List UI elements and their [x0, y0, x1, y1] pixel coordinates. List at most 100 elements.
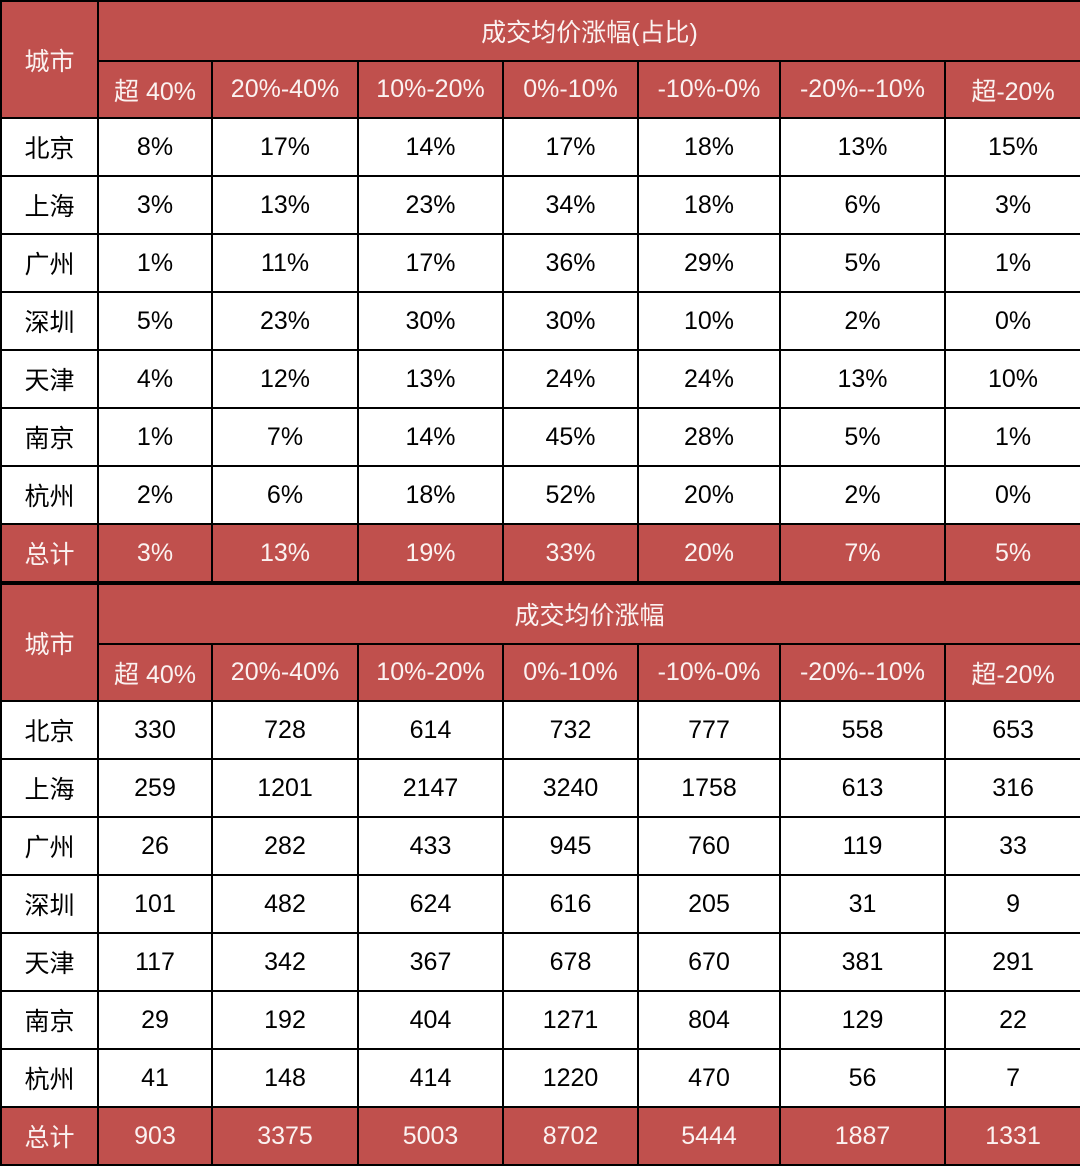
value-cell: 34% [502, 175, 639, 235]
value-cell: 1220 [502, 1048, 639, 1108]
value-cell: 7% [779, 523, 946, 583]
value-cell: 26 [97, 816, 213, 876]
table-row: 天津 4% 12% 13% 24% 24% 13% 10% [0, 349, 1080, 409]
value-cell: 8702 [502, 1106, 639, 1166]
column-header: 超-20% [943, 643, 1080, 702]
value-cell: 9 [943, 874, 1080, 934]
value-cell: 903 [97, 1106, 213, 1166]
value-cell: 24% [502, 349, 639, 409]
column-header-row: 超 40% 20%-40% 10%-20% 0%-10% -10%-0% -20%--10… [1, 643, 1080, 702]
table-row: 杭州 41 148 414 1220 470 56 7 [0, 1048, 1080, 1108]
value-cell: 5003 [357, 1106, 504, 1166]
column-header: -20%--10% [779, 643, 946, 702]
table-row: 北京 330 728 614 732 777 558 653 [0, 700, 1080, 760]
total-label: 总计 [0, 1106, 99, 1166]
value-cell: 613 [779, 758, 946, 818]
value-cell: 148 [211, 1048, 359, 1108]
table-row: 深圳 5% 23% 30% 30% 10% 2% 0% [0, 291, 1080, 351]
value-cell: 1201 [211, 758, 359, 818]
column-header: 0%-10% [502, 643, 639, 702]
value-cell: 1271 [502, 990, 639, 1050]
value-cell: 3% [97, 523, 213, 583]
table-row: 广州 1% 11% 17% 36% 29% 5% 1% [0, 233, 1080, 293]
value-cell: 5% [943, 523, 1080, 583]
value-cell: 1% [97, 233, 213, 293]
value-cell: 13% [779, 117, 946, 177]
value-cell: 670 [637, 932, 781, 992]
value-cell: 17% [502, 117, 639, 177]
total-row: 总计 3% 13% 19% 33% 20% 7% 5% [0, 523, 1080, 583]
table-row: 南京 1% 7% 14% 45% 28% 5% 1% [0, 407, 1080, 467]
value-cell: 31 [779, 874, 946, 934]
value-cell: 20% [637, 523, 781, 583]
value-cell: 6% [211, 465, 359, 525]
value-cell: 24% [637, 349, 781, 409]
column-header: 超 40% [97, 643, 213, 702]
corner-label-city: 城市 [0, 0, 99, 119]
value-cell: 316 [943, 758, 1080, 818]
table-row: 上海 259 1201 2147 3240 1758 613 316 [0, 758, 1080, 818]
value-cell: 0% [943, 291, 1080, 351]
city-label: 天津 [0, 932, 99, 992]
city-label: 杭州 [0, 465, 99, 525]
column-header: -10%-0% [637, 60, 781, 119]
column-header: 20%-40% [211, 643, 359, 702]
value-cell: 2% [779, 465, 946, 525]
table-row: 北京 8% 17% 14% 17% 18% 13% 15% [0, 117, 1080, 177]
value-cell: 381 [779, 932, 946, 992]
value-cell: 3240 [502, 758, 639, 818]
value-cell: 29% [637, 233, 781, 293]
column-header: 10%-20% [357, 643, 504, 702]
value-cell: 36% [502, 233, 639, 293]
value-cell: 205 [637, 874, 781, 934]
price-change-share-table: 城市 成交均价涨幅(占比) 超 40% 20%-40% 10%-20% 0%-10% -… [0, 0, 1080, 583]
value-cell: 10% [943, 349, 1080, 409]
value-cell: 367 [357, 932, 504, 992]
value-cell: 192 [211, 990, 359, 1050]
table-body: 北京 8% 17% 14% 17% 18% 13% 15% 上海 3% 13% 23% 34% 18% 6%… [0, 117, 1080, 583]
value-cell: 653 [943, 700, 1080, 760]
value-cell: 5444 [637, 1106, 781, 1166]
value-cell: 732 [502, 700, 639, 760]
value-cell: 291 [943, 932, 1080, 992]
value-cell: 433 [357, 816, 504, 876]
value-cell: 3% [97, 175, 213, 235]
column-header-row: 超 40% 20%-40% 10%-20% 0%-10% -10%-0% -20%--10… [1, 60, 1080, 119]
value-cell: 777 [637, 700, 781, 760]
value-cell: 616 [502, 874, 639, 934]
value-cell: 41 [97, 1048, 213, 1108]
value-cell: 10% [637, 291, 781, 351]
value-cell: 414 [357, 1048, 504, 1108]
value-cell: 1% [97, 407, 213, 467]
value-cell: 56 [779, 1048, 946, 1108]
value-cell: 3375 [211, 1106, 359, 1166]
value-cell: 30% [502, 291, 639, 351]
value-cell: 33 [943, 816, 1080, 876]
city-label: 广州 [0, 816, 99, 876]
city-label: 广州 [0, 233, 99, 293]
value-cell: 19% [357, 523, 504, 583]
column-header: -20%--10% [779, 60, 946, 119]
value-cell: 330 [97, 700, 213, 760]
value-cell: 13% [211, 523, 359, 583]
value-cell: 1% [943, 407, 1080, 467]
table-row: 上海 3% 13% 23% 34% 18% 6% 3% [0, 175, 1080, 235]
value-cell: 342 [211, 932, 359, 992]
value-cell: 119 [779, 816, 946, 876]
value-cell: 259 [97, 758, 213, 818]
value-cell: 129 [779, 990, 946, 1050]
value-cell: 22 [943, 990, 1080, 1050]
value-cell: 804 [637, 990, 781, 1050]
value-cell: 404 [357, 990, 504, 1050]
value-cell: 52% [502, 465, 639, 525]
value-cell: 945 [502, 816, 639, 876]
column-header: -10%-0% [637, 643, 781, 702]
value-cell: 760 [637, 816, 781, 876]
value-cell: 8% [97, 117, 213, 177]
table-row: 天津 117 342 367 678 670 381 291 [0, 932, 1080, 992]
value-cell: 614 [357, 700, 504, 760]
city-label: 深圳 [0, 291, 99, 351]
value-cell: 17% [357, 233, 504, 293]
table-body: 北京 330 728 614 732 777 558 653 上海 259 1201 2147 3240… [0, 700, 1080, 1166]
